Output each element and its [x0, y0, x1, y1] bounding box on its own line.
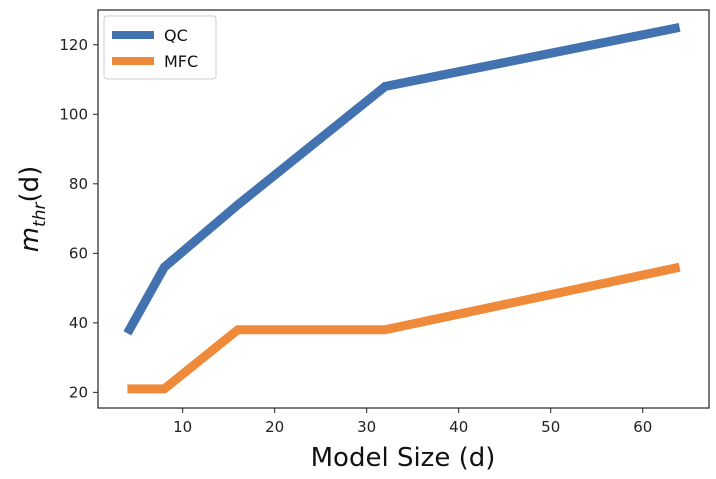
y-axis-ticks: 20 40 60 80 100 120 — [59, 36, 98, 401]
x-axis-title: Model Size (d) — [311, 443, 496, 473]
y-tick-label: 120 — [59, 36, 88, 54]
series-layer — [123, 22, 681, 394]
y-tick-label: 40 — [69, 314, 88, 332]
series-line-qc — [123, 22, 681, 336]
y-tick-label: 100 — [59, 105, 88, 123]
x-tick-label: 40 — [449, 418, 468, 436]
legend-label-qc: QC — [164, 26, 188, 45]
x-tick-label: 30 — [357, 418, 376, 436]
y-axis-title-main: m — [15, 227, 45, 252]
x-tick-label: 10 — [173, 418, 192, 436]
y-tick-label: 60 — [69, 244, 88, 262]
y-tick-label: 80 — [69, 175, 88, 193]
legend: QC MFC — [103, 15, 217, 80]
x-tick-label: 50 — [541, 418, 560, 436]
series-line-mfc — [127, 262, 681, 394]
legend-label-mfc: MFC — [164, 52, 198, 71]
y-axis-title-suffix: (d) — [15, 166, 45, 203]
x-tick-label: 60 — [633, 418, 652, 436]
legend-box — [103, 15, 217, 80]
x-tick-label: 20 — [265, 418, 284, 436]
y-tick-label: 20 — [69, 383, 88, 401]
y-axis-title: mthr(d) — [15, 166, 50, 253]
y-axis-title-subscript: thr — [30, 202, 50, 227]
x-axis-ticks: 10 20 30 40 50 60 — [173, 408, 652, 436]
